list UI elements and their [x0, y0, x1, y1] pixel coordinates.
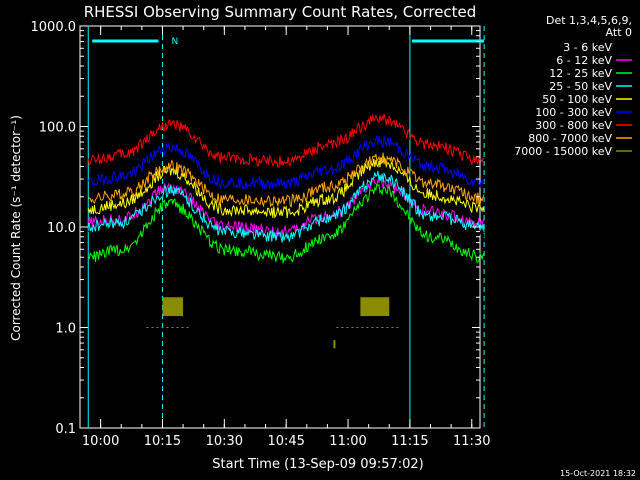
legend-header: Det 1,3,4,5,6,9,: [546, 14, 632, 27]
chart-title: RHESSI Observing Summary Count Rates, Co…: [84, 3, 477, 21]
x-axis-label: Start Time (13-Sep-09 09:57:02): [212, 457, 423, 472]
x-tick-label: 10:45: [267, 434, 304, 449]
series-4: [87, 155, 485, 219]
x-tick-label: 10:00: [82, 434, 119, 449]
series-line: [87, 113, 485, 168]
legend-label: 6 - 12 keV: [556, 54, 612, 67]
x-tick-label: 10:15: [144, 434, 181, 449]
x-axis-ticks: 10:00 10:15 10:30 10:45 11:00 11:15 11:30: [79, 26, 490, 449]
x-tick-label: 11:15: [391, 434, 428, 449]
series-7: [87, 152, 485, 208]
series-8: [146, 297, 402, 349]
legend-label: 25 - 50 keV: [549, 80, 612, 93]
y-tick-label: 1000.0: [31, 20, 77, 35]
y-tick-label: 10.0: [47, 221, 76, 236]
series-group: [87, 113, 485, 349]
legend-header: Att 0: [606, 26, 632, 39]
y-axis-ticks: 1000.0 100.0 10.0 1.0 0.1: [31, 20, 480, 437]
series-line: [87, 152, 485, 208]
y-tick-label: 1.0: [55, 322, 76, 337]
series-2: [87, 183, 485, 264]
legend-label: 100 - 300 keV: [535, 106, 612, 119]
series-line: [87, 135, 485, 191]
series-line-dark: [87, 191, 485, 255]
y-tick-label: 100.0: [39, 121, 76, 136]
y-tick-label: 0.1: [55, 422, 76, 437]
series-line: [87, 183, 485, 264]
x-tick-label: 10:30: [206, 434, 243, 449]
series-0: [87, 191, 485, 255]
x-tick-label: 11:30: [453, 434, 490, 449]
legend-label: 800 - 7000 keV: [528, 132, 612, 145]
legend-label: 12 - 25 keV: [549, 67, 612, 80]
footer-date: 15-Oct-2021 18:32: [560, 469, 636, 478]
series-block: [162, 297, 184, 317]
series-block: [360, 297, 390, 317]
legend-label: 7000 - 15000 keV: [514, 145, 612, 158]
series-3: [87, 170, 485, 243]
series-5: [87, 135, 485, 191]
legend-label: 3 - 6 keV: [563, 41, 612, 54]
legend-label: 50 - 100 keV: [542, 93, 612, 106]
x-tick-label: 11:00: [329, 434, 366, 449]
legend-label: 300 - 800 keV: [535, 119, 612, 132]
series-line: [87, 170, 485, 243]
series-line: [87, 155, 485, 219]
flag-label: N: [171, 37, 178, 47]
series-6: [87, 113, 485, 168]
vertical-markers: N: [87, 26, 485, 428]
y-axis-label: Corrected Count Rate (s⁻¹ detector⁻¹): [9, 115, 23, 341]
